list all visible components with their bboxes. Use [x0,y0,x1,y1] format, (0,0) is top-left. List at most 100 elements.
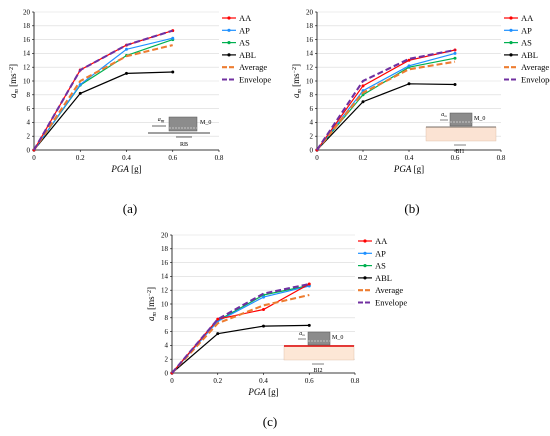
y-tick-label: 8 [165,314,169,322]
legend-label: AS [521,38,532,48]
point-ap [262,295,265,299]
point-abl [307,323,311,327]
y-tick-label: 2 [165,356,169,364]
y-tick-label: 2 [310,133,314,141]
x-tick-label: 0.4 [405,154,414,162]
point-abl [453,82,457,86]
point-as [453,56,457,60]
point-aa [216,317,220,321]
y-tick-label: 10 [306,77,314,85]
inset-label-bottom: BI2 [314,368,323,374]
legend-label: AA [521,13,534,23]
legend-label: Envelope [521,75,550,85]
point-abl [216,332,220,336]
legend-label: ABL [521,50,538,60]
y-tick-label: 16 [23,36,31,44]
y-tick-label: 6 [165,328,169,336]
y-tick-label: 0 [165,369,169,377]
point-ap [125,47,128,51]
x-tick-label: 0 [32,154,36,162]
y-tick-label: 0 [310,146,314,154]
y-axis-label: am [ms−2] [291,64,303,98]
x-tick-label: 0.8 [351,377,360,385]
inset-mass-block [307,331,331,346]
legend-label: AP [375,248,386,258]
y-tick-label: 10 [23,77,31,85]
x-tick-label: 0 [170,377,174,385]
inset-label-am: am [299,331,305,337]
series-line-average [171,293,310,374]
inset-mass-block [449,112,473,127]
legend-marker [227,28,231,32]
x-tick-label: 0.8 [215,154,224,162]
point-abl [125,71,128,75]
x-tick-label: 0.8 [497,154,506,162]
series-line-envelope [33,29,174,151]
inset-label-m0: M_0 [332,335,343,341]
panel-caption: (b) [404,201,419,216]
x-axis-label: PGA [g] [393,164,424,174]
point-abl [78,91,82,95]
point-abl [361,100,365,104]
legend: AA AP AS ABL Average Envelope [358,236,407,308]
series-line-envelope [316,48,456,151]
x-tick-label: 0 [315,154,319,162]
legend-marker [227,41,231,45]
panel-caption: (c) [263,414,277,429]
y-tick-label: 12 [306,64,314,72]
point-as [361,93,365,97]
point-abl [407,82,411,86]
y-tick-label: 14 [306,50,314,58]
y-tick-label: 16 [161,259,169,267]
inset-mass-block [168,116,198,132]
legend: AA AP AS ABL Average Envelope [504,13,550,85]
y-tick-label: 20 [306,8,314,16]
legend-marker [227,16,231,20]
legend-label: AP [239,25,250,35]
legend-marker [227,53,231,57]
x-tick-label: 0.2 [213,377,222,385]
x-tick-label: 0.4 [122,154,131,162]
x-axis-label: PGA [g] [247,387,278,397]
panel-caption: (a) [123,201,137,216]
series-line-abl [33,71,173,151]
series-line-aa [33,30,173,151]
y-tick-label: 10 [161,300,169,308]
legend-label: ABL [239,50,256,60]
series-line-abl [316,83,456,151]
inset-schematic: am M_0 BI1 [425,112,497,155]
point-ap [407,64,411,68]
point-ap [453,51,457,55]
point-aa [262,308,265,312]
inset-label-m0: M_0 [474,116,485,122]
legend-label: AS [375,261,386,271]
chart-panel-2: 0 2 4 6 8 10 12 14 16 18 20 0 0.2 0.4 0.6 0.8 PGA [g] am … [291,8,550,216]
y-tick-label: 8 [27,91,31,99]
y-tick-label: 6 [27,105,31,113]
legend-label: Envelope [239,75,271,85]
x-tick-label: 0.6 [168,154,177,162]
legend-marker [509,28,513,32]
series-line-abl [171,324,310,374]
x-tick-label: 0.6 [451,154,460,162]
y-tick-label: 18 [23,22,31,30]
legend-marker [509,53,513,57]
y-tick-label: 4 [310,119,314,127]
chart-panel-3: 0 2 4 6 8 10 12 14 16 18 20 0 0.2 0.4 0.6 0.8 PGA [g] am … [146,231,407,429]
y-tick-label: 20 [161,231,169,239]
legend-marker [363,276,367,280]
legend-label: AS [239,38,250,48]
y-tick-label: 18 [306,22,314,30]
inset-schematic: am M_0 BI2 [283,331,355,374]
y-tick-label: 14 [23,50,31,58]
x-tick-label: 0.4 [259,377,268,385]
series-line-envelope [171,282,310,374]
inset-label-m0: M_0 [200,120,211,126]
legend-label: AA [375,236,388,246]
y-tick-label: 0 [27,146,31,154]
inset-label-bottom: RB [180,142,188,148]
legend-label: Average [375,285,403,295]
y-tick-label: 18 [161,245,169,253]
y-tick-label: 12 [23,64,31,72]
